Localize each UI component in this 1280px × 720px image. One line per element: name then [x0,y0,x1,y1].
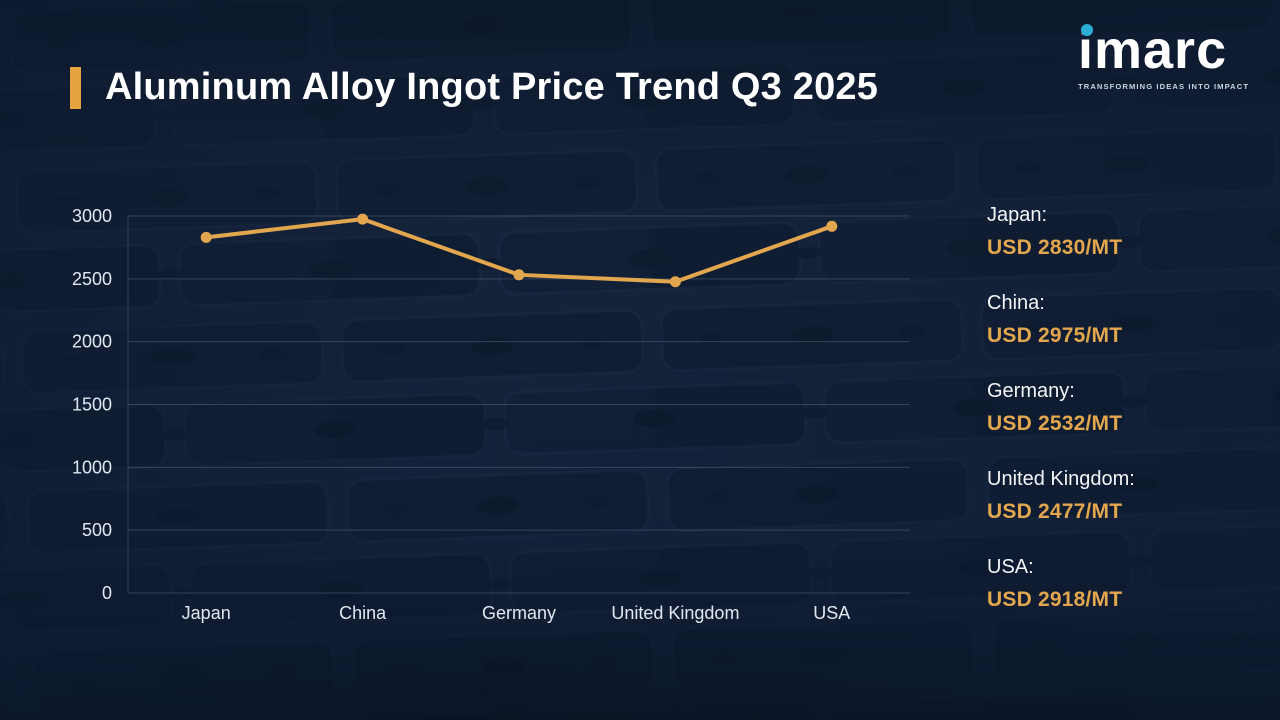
price-item-japan: Japan: USD 2830/MT [987,204,1247,260]
price-item-usa: USA: USD 2918/MT [987,556,1247,612]
y-tick-label: 0 [102,583,112,603]
x-category-label: USA [813,603,850,623]
price-label: United Kingdom: [987,468,1135,490]
x-category-label: United Kingdom [611,603,739,623]
data-point-marker [200,231,212,243]
imarc-logo-wordmark: imarc [1078,20,1228,80]
data-point-marker [357,213,369,225]
price-label: Germany: [987,380,1075,402]
y-tick-label: 1500 [72,395,112,415]
x-category-label: Germany [482,603,556,623]
data-point-marker [513,269,525,281]
y-tick-label: 2500 [72,269,112,289]
price-value: USD 2477/MT [987,500,1123,523]
price-value: USD 2918/MT [987,588,1123,611]
title-accent-bar [70,66,81,109]
header: Aluminum Alloy Ingot Price Trend Q3 2025 [70,66,878,109]
price-trend-chart: 0 500 1000 1500 2000 2500 3000 Japan China German… [40,178,940,638]
x-category-label: Japan [182,603,231,623]
price-label: China: [987,292,1045,314]
imarc-logo-dot-icon [1081,24,1093,36]
page-title: Aluminum Alloy Ingot Price Trend Q3 2025 [105,66,879,108]
imarc-logo-tagline: TRANSFORMING IDEAS INTO IMPACT [1078,82,1250,91]
y-tick-label: 2000 [72,332,112,352]
price-item-united-kingdom: United Kingdom: USD 2477/MT [987,468,1247,524]
imarc-logo: imarc TRANSFORMING IDEAS INTO IMPACT [1078,20,1258,91]
data-point-marker [826,220,838,232]
price-value: USD 2532/MT [987,412,1123,435]
price-item-china: China: USD 2975/MT [987,292,1247,348]
y-tick-label: 500 [82,520,112,540]
price-label: USA: [987,556,1034,578]
price-label: Japan: [987,204,1048,226]
price-value: USD 2830/MT [987,236,1123,259]
price-summary-panel: Japan: USD 2830/MT China: USD 2975/MT Ge… [987,204,1247,612]
price-item-germany: Germany: USD 2532/MT [987,380,1247,436]
data-point-marker [669,276,681,288]
x-category-label: China [339,603,387,623]
y-tick-label: 3000 [72,206,112,226]
y-tick-label: 1000 [72,457,112,477]
price-value: USD 2975/MT [987,324,1123,347]
